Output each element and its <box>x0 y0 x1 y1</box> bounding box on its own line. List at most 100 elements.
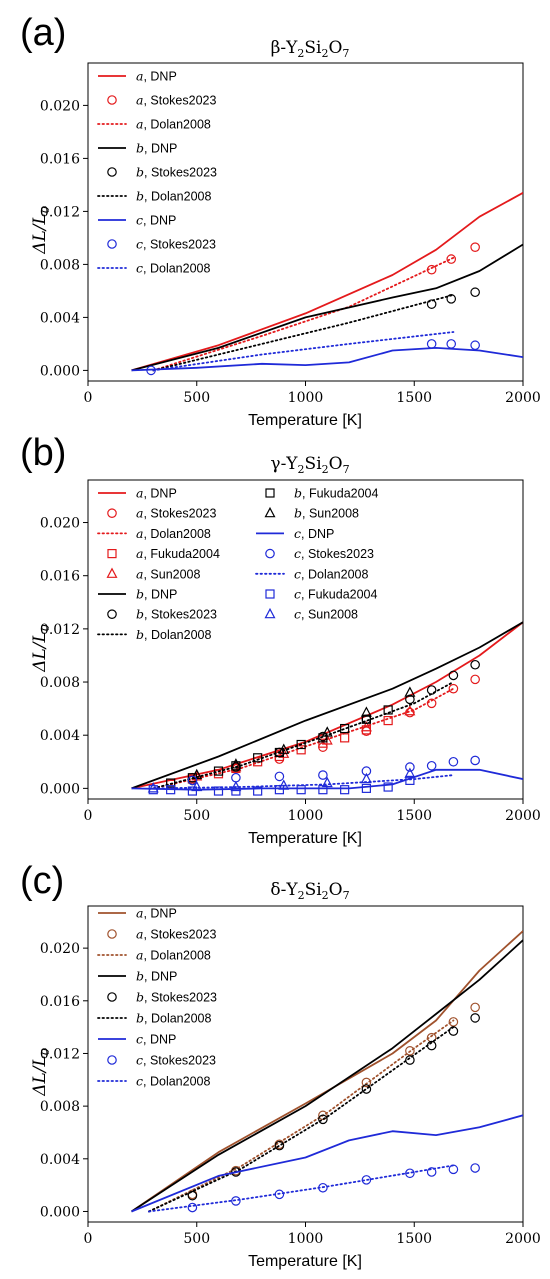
series-c-sun2008-point <box>321 776 333 788</box>
panel-b: (b) γ-Y2Si2O7 Temperature [K] ΔL/L0 0 500… <box>20 432 541 847</box>
legend-item: b, Dolan2008 <box>97 1011 211 1026</box>
series-a-stokes2023-point <box>405 1046 415 1056</box>
legend-label: b, Stokes2023 <box>136 990 217 1005</box>
series-c-stokes2023-point <box>187 775 198 786</box>
x-tick-label: 1000 <box>288 390 324 406</box>
legend-item: a, Stokes2023 <box>107 927 216 942</box>
legend-label: a, Fukuda2004 <box>136 546 220 561</box>
y-tick-label: 0.020 <box>40 941 80 957</box>
y-tick-label: 0.020 <box>40 516 80 532</box>
y-axis-label: ΔL/L0 <box>30 624 52 673</box>
x-tick-label: 2000 <box>505 1231 541 1247</box>
legend-marker <box>107 548 117 559</box>
series-c-stokes2023-point <box>187 1202 198 1213</box>
series-b-dolan2008-line <box>147 1026 455 1213</box>
series-b-sun2008-point <box>321 726 333 737</box>
legend-item: b, DNP <box>98 141 177 156</box>
series-c-stokes2023-point <box>405 1168 415 1179</box>
legend-label: b, DNP <box>136 587 177 602</box>
series-a-dnp-line <box>130 930 523 1213</box>
series-b-stokes2023-point <box>426 299 437 309</box>
series-b-stokes2023-point <box>361 1084 372 1094</box>
legend-marker <box>265 548 275 559</box>
series-c-stokes2023-point <box>231 1196 241 1206</box>
series-a-stokes2023-point <box>448 683 459 694</box>
series-c-stokes2023-point <box>448 1164 459 1175</box>
x-tick-label: 1500 <box>396 1231 432 1247</box>
y-tick-label: 0.016 <box>40 569 80 585</box>
legend-label: b, Sun2008 <box>294 506 359 521</box>
series-b-fukuda2004-point <box>361 714 371 724</box>
y-tick-label: 0.016 <box>40 994 80 1010</box>
plot-area: 0 500 1000 1500 2000 0.000 0.004 0.008 0.012 0.01… <box>40 905 541 1247</box>
legend-item: a, DNP <box>98 906 177 921</box>
legend-marker <box>107 239 117 249</box>
legend-label: b, Dolan2008 <box>136 1011 211 1026</box>
x-tick-label: 1000 <box>288 808 324 824</box>
legend-label: b, Dolan2008 <box>136 189 211 204</box>
legend-label: c, DNP <box>294 526 334 541</box>
legend-label: a, Sun2008 <box>136 566 200 581</box>
legend-label: a, Dolan2008 <box>136 526 211 541</box>
series-c-fukuda2004-point <box>213 786 224 796</box>
series-c-fukuda2004-point <box>296 785 306 795</box>
x-tick-label: 0 <box>84 390 93 406</box>
data-layer <box>131 621 523 796</box>
series-a-stokes2023-point <box>318 1110 328 1121</box>
legend-marker <box>107 508 117 518</box>
series-a-stokes2023-point <box>405 707 415 718</box>
legend-marker <box>107 167 117 177</box>
series-a-stokes2023-point <box>361 1077 372 1088</box>
series-c-stokes2023-point <box>318 770 328 780</box>
series-a-stokes2023-point <box>446 254 457 264</box>
legend-marker <box>106 567 118 578</box>
series-c-stokes2023-point <box>274 771 285 782</box>
series-a-stokes2023-point <box>470 1002 480 1013</box>
series-b-stokes2023-point <box>405 694 415 705</box>
y-tick-label: 0.004 <box>40 728 80 744</box>
legend-marker <box>264 506 276 518</box>
legend-item: b, Stokes2023 <box>107 607 217 622</box>
series-b-dolan2008-line <box>152 293 455 372</box>
series-c-sun2008-point <box>230 780 242 792</box>
legend-label: a, DNP <box>136 906 177 921</box>
series-c-dolan2008-line <box>152 331 455 372</box>
y-tick-label: 0.000 <box>40 363 80 379</box>
y-tick-label: 0.004 <box>40 310 80 326</box>
legend-label: c, Fukuda2004 <box>294 587 378 602</box>
legend-label: c, Stokes2023 <box>136 1053 216 1068</box>
series-c-sun2008-point <box>191 780 203 792</box>
series-b-sun2008-point <box>360 706 372 717</box>
legend-item: b, Dolan2008 <box>97 627 211 642</box>
legend-item: b, DNP <box>98 587 177 602</box>
legend-label: c, Stokes2023 <box>294 546 374 561</box>
legend-label: c, DNP <box>136 213 176 228</box>
legend-label: a, Stokes2023 <box>136 93 216 108</box>
series-c-sun2008-point <box>404 767 416 778</box>
y-tick-label: 0.012 <box>40 1046 80 1062</box>
series-c-fukuda2004-point <box>340 785 350 795</box>
legend-item: a, DNP <box>98 69 177 84</box>
legend-item: b, Fukuda2004 <box>265 486 379 501</box>
legend-item: c, Stokes2023 <box>107 1053 216 1068</box>
legend-item: c, Dolan2008 <box>97 1074 210 1089</box>
series-b-fukuda2004-point <box>274 747 284 758</box>
series-b-fukuda2004-point <box>340 723 350 734</box>
series-a-fukuda2004-point <box>318 738 328 748</box>
data-layer <box>131 192 523 376</box>
legend-item: a, Dolan2008 <box>97 117 211 132</box>
series-b-fukuda2004-point <box>187 773 197 783</box>
legend-label: b, Fukuda2004 <box>294 486 379 501</box>
legend-label: c, Stokes2023 <box>136 237 216 252</box>
legend-label: b, Stokes2023 <box>136 165 217 180</box>
legend-item: b, Stokes2023 <box>107 165 217 180</box>
series-c-stokes2023-point <box>470 1163 480 1173</box>
series-c-stokes2023-point <box>405 762 415 772</box>
legend-item: c, DNP <box>98 213 176 228</box>
plot-area: 0 500 1000 1500 2000 0.000 0.004 0.008 0.012 0.01… <box>40 62 541 406</box>
series-a-sun2008-point <box>404 704 416 716</box>
legend-marker <box>265 589 275 599</box>
series-a-sun2008-point <box>360 720 372 732</box>
legend-label: a, DNP <box>136 69 177 84</box>
series-c-fukuda2004-point <box>405 775 415 785</box>
